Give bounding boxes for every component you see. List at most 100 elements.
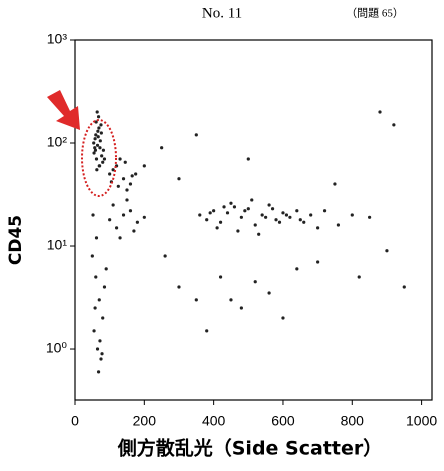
point bbox=[93, 146, 97, 150]
point bbox=[253, 280, 257, 284]
point bbox=[243, 209, 247, 213]
point bbox=[101, 148, 106, 152]
point bbox=[302, 220, 306, 224]
point bbox=[316, 226, 320, 230]
point bbox=[94, 236, 99, 240]
point bbox=[229, 298, 233, 302]
point bbox=[215, 226, 219, 230]
point bbox=[125, 198, 129, 202]
point bbox=[225, 211, 230, 215]
point bbox=[218, 220, 223, 224]
point bbox=[277, 220, 282, 224]
point bbox=[94, 120, 98, 124]
point bbox=[142, 215, 146, 219]
point bbox=[95, 347, 100, 351]
point bbox=[98, 139, 102, 143]
point bbox=[97, 126, 101, 130]
point bbox=[257, 232, 261, 236]
point bbox=[121, 177, 126, 181]
point bbox=[281, 316, 285, 320]
point bbox=[402, 285, 406, 289]
point bbox=[95, 168, 99, 172]
x-tick-label: 1000 bbox=[406, 413, 437, 429]
points bbox=[90, 110, 406, 374]
point bbox=[108, 172, 112, 176]
point bbox=[92, 329, 96, 333]
point bbox=[208, 211, 212, 215]
point bbox=[298, 218, 302, 222]
point bbox=[96, 115, 101, 119]
point bbox=[368, 215, 372, 219]
point bbox=[96, 129, 100, 133]
point bbox=[274, 218, 278, 222]
point bbox=[253, 223, 257, 227]
point bbox=[128, 182, 133, 186]
point bbox=[102, 157, 107, 161]
point bbox=[116, 184, 120, 188]
point bbox=[92, 141, 96, 145]
x-tick-label: 0 bbox=[71, 413, 79, 429]
plot-frame bbox=[74, 39, 433, 401]
point bbox=[95, 110, 99, 114]
y-tick-label: 10¹ bbox=[47, 237, 68, 253]
point bbox=[392, 123, 396, 127]
y-tick-label: 10³ bbox=[47, 31, 68, 47]
point bbox=[194, 133, 198, 137]
point bbox=[236, 229, 240, 233]
point bbox=[205, 329, 209, 333]
point bbox=[101, 316, 105, 320]
point bbox=[333, 182, 337, 186]
point bbox=[118, 236, 122, 240]
point bbox=[92, 151, 96, 155]
point bbox=[100, 352, 104, 356]
point bbox=[260, 213, 264, 217]
point bbox=[94, 157, 99, 161]
point bbox=[96, 135, 100, 139]
point bbox=[357, 275, 361, 279]
point bbox=[385, 249, 389, 253]
point bbox=[93, 148, 98, 152]
point bbox=[160, 146, 164, 150]
point bbox=[123, 160, 127, 164]
x-tick-label: 200 bbox=[133, 413, 157, 429]
question-label: （問題 65） bbox=[346, 7, 404, 20]
point bbox=[118, 157, 122, 161]
point bbox=[98, 146, 102, 150]
point bbox=[239, 306, 243, 310]
point bbox=[316, 260, 320, 264]
point bbox=[96, 370, 101, 374]
point bbox=[163, 254, 167, 258]
y-tick-label: 10⁰ bbox=[46, 340, 68, 356]
point bbox=[114, 226, 119, 230]
point bbox=[104, 267, 108, 271]
y-tick-label: 10² bbox=[47, 134, 68, 150]
point bbox=[218, 275, 223, 279]
point bbox=[194, 298, 198, 302]
point bbox=[264, 215, 268, 219]
point bbox=[90, 254, 94, 258]
point bbox=[267, 291, 271, 295]
point bbox=[94, 275, 98, 279]
point bbox=[212, 209, 216, 213]
x-tick-label: 400 bbox=[202, 413, 226, 429]
point bbox=[246, 207, 250, 211]
point bbox=[130, 174, 134, 178]
point bbox=[95, 143, 100, 147]
point bbox=[91, 213, 95, 217]
point bbox=[111, 203, 115, 207]
point bbox=[99, 123, 103, 127]
point bbox=[281, 211, 285, 215]
point bbox=[295, 267, 299, 271]
point bbox=[198, 213, 202, 217]
point bbox=[336, 223, 341, 227]
point bbox=[121, 213, 126, 217]
point bbox=[134, 172, 138, 176]
point bbox=[98, 339, 102, 343]
x-tick-label: 600 bbox=[271, 413, 295, 429]
point bbox=[378, 110, 382, 114]
x-axis-label: 側方散乱光（Side Scatter） bbox=[117, 437, 383, 460]
point bbox=[284, 213, 289, 217]
point bbox=[295, 209, 299, 213]
point bbox=[102, 285, 107, 289]
